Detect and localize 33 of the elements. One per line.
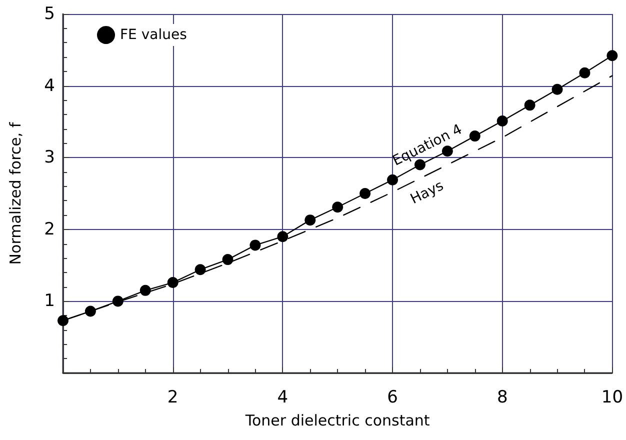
point [277, 231, 288, 242]
x-tick-label: 6 [387, 388, 398, 408]
point [387, 174, 398, 186]
point [524, 100, 536, 111]
x-tick-label: 4 [277, 388, 288, 408]
point [332, 202, 344, 213]
y-axis-title: Normalized force, f [6, 122, 24, 265]
point [469, 130, 480, 142]
y-tick-label: 1 [44, 291, 55, 312]
y-tick-label: 4 [44, 76, 55, 96]
point [579, 67, 590, 78]
x-tick-label: 10 [601, 388, 624, 408]
point [84, 306, 96, 317]
point [140, 284, 151, 296]
x-axis-title: Toner dielectric constant [244, 412, 430, 430]
text: Hays [408, 178, 446, 208]
legend-label: FE values [120, 27, 187, 43]
point [112, 296, 124, 307]
y-tick-label: 3 [44, 148, 55, 168]
point [194, 264, 206, 276]
point [496, 115, 508, 126]
point [606, 50, 618, 62]
point [167, 277, 178, 288]
point [304, 214, 316, 226]
point [360, 188, 371, 199]
point [58, 315, 68, 326]
point [250, 240, 261, 251]
point [222, 254, 234, 266]
y-tick-label: 2 [44, 219, 55, 240]
x-tick-label: 2 [167, 388, 178, 408]
x-tick-label: 8 [496, 388, 508, 408]
point [552, 84, 563, 95]
y-tick-label: 5 [44, 4, 55, 24]
